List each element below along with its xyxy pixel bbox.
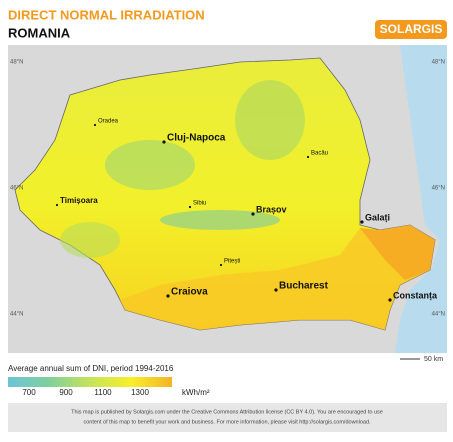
city-dot [188, 205, 192, 209]
lat-label: 44°N [10, 312, 23, 318]
city-label: Galați [365, 212, 390, 222]
footer-line: This map is published by Solargis.com un… [71, 409, 383, 415]
city-label: Pitești [224, 259, 240, 265]
city-label: Bacău [311, 151, 328, 157]
latitudes: 48°N 46°N 44°N 48°N 46°N 44°N [10, 60, 445, 318]
city-dot [55, 203, 59, 207]
city-label: Bucharest [279, 281, 329, 292]
eastern-carpathians [235, 80, 305, 160]
lat-label: 46°N [10, 186, 23, 192]
city-dot [162, 140, 166, 144]
city-dot [251, 212, 255, 216]
city-label: Oradea [98, 119, 119, 125]
legend-tick-label: 1300 [131, 388, 149, 397]
black-sea [395, 45, 447, 353]
city-label: Brașov [256, 204, 287, 214]
city-dot [219, 263, 223, 267]
title: DIRECT NORMAL IRRADIATION [8, 7, 205, 22]
city-dot [306, 155, 310, 159]
logo: SOLARGIS [380, 22, 443, 36]
city-dot [274, 288, 278, 292]
legend-tick-label: 900 [59, 388, 73, 397]
apuseni [105, 140, 195, 190]
scale-label: 50 km [424, 356, 443, 363]
lat-label: 44°N [432, 312, 445, 318]
city-label: Cluj-Napoca [167, 133, 226, 144]
dobrogea [360, 225, 435, 280]
logo-box [375, 20, 447, 39]
south-plain [120, 225, 435, 330]
city-label: Timișoara [60, 196, 98, 205]
city-label: Sibiu [193, 201, 206, 207]
lat-label: 46°N [432, 186, 445, 192]
city-label: Constanța [393, 290, 438, 300]
legend-unit: kWh/m² [182, 388, 210, 397]
city-dot [388, 298, 392, 302]
southern-carpathians [160, 210, 280, 230]
lat-label: 48°N [432, 60, 445, 66]
banat-mountains [60, 222, 120, 258]
legend-ticks: 700 900 1100 1300 [22, 388, 149, 397]
legend-tick-label: 700 [22, 388, 36, 397]
city-label: Craiova [171, 287, 208, 298]
country: ROMANIA [8, 25, 71, 40]
city-dot [360, 220, 364, 224]
legend-tick-label: 1100 [94, 388, 112, 397]
city-dot [166, 294, 170, 298]
lat-label: 48°N [10, 60, 23, 66]
city-dot [93, 123, 97, 127]
footer-line: content of this map to benefit your work… [83, 419, 371, 425]
cities: Oradea Cluj-Napoca Bacău Timișoara Sibiu Braș… [55, 119, 438, 302]
footer-box [8, 403, 447, 432]
color-bar [8, 377, 172, 387]
legend-title: Average annual sum of DNI, period 1994-2… [8, 364, 174, 373]
